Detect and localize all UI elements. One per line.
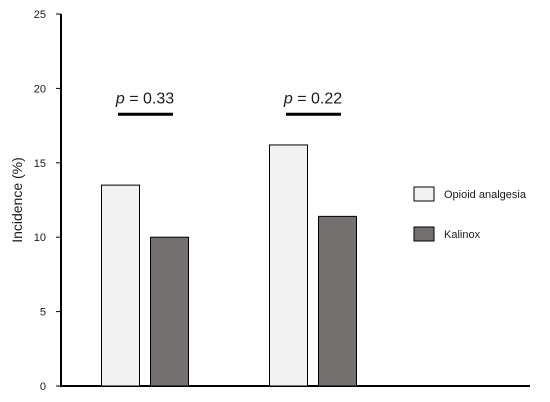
chart-legend: Opioid analgesia Kalinox: [413, 186, 527, 242]
legend-label: Opioid analgesia: [444, 189, 527, 201]
y-tick-label: 20: [34, 83, 46, 95]
p-value-label: p = 0.33: [115, 90, 174, 107]
y-tick-label: 15: [34, 158, 46, 170]
p-value-label: p = 0.22: [283, 90, 342, 107]
y-axis-label: Incidence (%): [9, 157, 25, 243]
y-tick-label: 0: [40, 381, 46, 393]
bar: [150, 236, 189, 387]
legend-swatch: [413, 186, 435, 202]
chart-bars: [101, 144, 357, 387]
y-tick-label: 5: [40, 307, 46, 319]
y-tick-label: 10: [34, 232, 46, 244]
chart-annotations: p = 0.33 p = 0.22: [115, 90, 342, 116]
legend-label: Kalinox: [444, 229, 481, 241]
bar: [269, 144, 308, 387]
y-tick-label: 25: [34, 9, 46, 21]
bar: [318, 215, 357, 387]
bar: [101, 184, 140, 387]
legend-swatch: [413, 226, 435, 242]
